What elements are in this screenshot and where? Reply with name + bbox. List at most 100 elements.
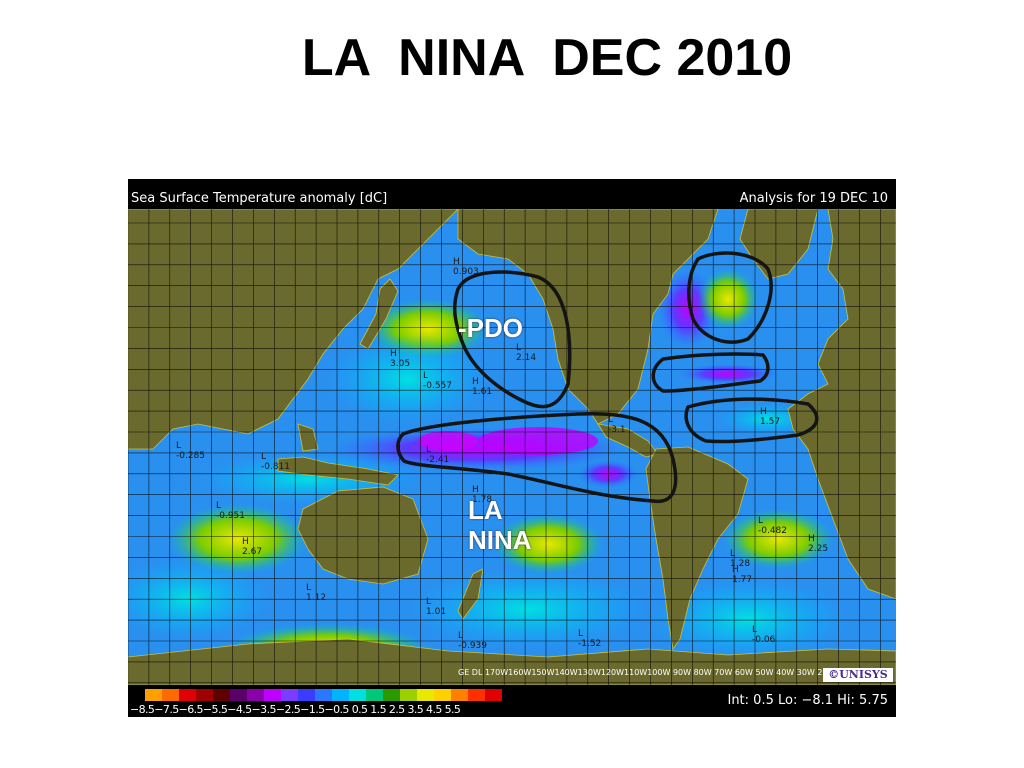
la-nina-label: LA NINA — [468, 495, 532, 555]
legend-swatch — [400, 689, 417, 701]
marker-value: -0.557 — [423, 381, 453, 391]
legend-swatch — [451, 689, 468, 701]
legend-swatch — [434, 689, 451, 701]
marker-value: 1.77 — [732, 575, 753, 585]
map-marker: L 1.01 — [426, 597, 446, 617]
legend-swatch — [179, 689, 196, 701]
legend-stats: Int: 0.5 Lo: −8.1 Hi: 5.75 — [727, 693, 888, 708]
map-marker: L -1.52 — [578, 629, 601, 649]
lat-lon-grid — [128, 209, 896, 685]
marker-type: L — [516, 343, 522, 353]
map-marker: L 1.28 — [730, 549, 750, 569]
marker-value: -0.285 — [176, 451, 206, 461]
map-marker: L -0.06 — [752, 625, 775, 645]
marker-value: 1.61 — [472, 387, 493, 397]
marker-type: H — [808, 534, 815, 544]
marker-value: -1.52 — [578, 639, 602, 649]
legend-swatch — [298, 689, 315, 701]
marker-value: 1.01 — [426, 607, 447, 617]
map-canvas — [128, 208, 896, 686]
legend-swatch — [145, 689, 162, 701]
map-marker: L -2.41 — [426, 445, 449, 465]
legend-swatch — [281, 689, 298, 701]
legend-swatch — [264, 689, 281, 701]
marker-type: L — [458, 631, 464, 641]
marker-type: L — [216, 501, 222, 511]
legend-swatch — [332, 689, 349, 701]
marker-type: L — [426, 597, 432, 607]
marker-type: L — [306, 583, 312, 593]
marker-type: L — [608, 415, 614, 425]
marker-value: 1.57 — [760, 417, 781, 427]
marker-value: -3.1 — [608, 425, 626, 435]
map-marker: H 1.57 — [760, 407, 780, 427]
color-legend: −8.5−7.5−6.5−5.5−4.5−3.5−2.5−1.5−0.5 0.5… — [128, 685, 896, 717]
marker-value: 2.67 — [242, 547, 263, 557]
marker-value: -0.06 — [752, 635, 776, 645]
map-marker: L 2.14 — [516, 343, 536, 363]
marker-type: L — [426, 445, 432, 455]
map-marker: H 0.903 — [453, 257, 479, 277]
marker-type: H — [390, 349, 397, 359]
map-marker: H 1.61 — [472, 377, 492, 397]
legend-tick-labels: −8.5−7.5−6.5−5.5−4.5−3.5−2.5−1.5−0.5 0.5… — [130, 703, 461, 716]
map-header: Sea Surface Temperature anomaly [dC] Ana… — [128, 179, 896, 209]
north-atlantic-outline-2 — [651, 352, 770, 393]
legend-color-bar — [145, 689, 502, 701]
legend-swatch — [230, 689, 247, 701]
marker-type: L — [261, 452, 267, 462]
marker-value: 1.12 — [306, 593, 327, 603]
map-title: Sea Surface Temperature anomaly [dC] — [131, 191, 388, 206]
map-marker: L -0.939 — [458, 631, 487, 651]
marker-type: H — [242, 537, 249, 547]
marker-type: L — [730, 549, 736, 559]
map-marker: H 2.67 — [242, 537, 262, 557]
analysis-date: Analysis for 19 DEC 10 — [739, 191, 888, 206]
marker-value: 1.78 — [472, 495, 493, 505]
map-marker: L 1.12 — [306, 583, 326, 603]
legend-swatch — [485, 689, 502, 701]
marker-value: 2.14 — [516, 353, 537, 363]
marker-value: 0.903 — [453, 267, 479, 277]
map-marker: L -0.285 — [176, 441, 205, 461]
map-marker: L -0.811 — [261, 452, 290, 472]
sst-anomaly-map: Sea Surface Temperature anomaly [dC] Ana… — [128, 179, 896, 717]
legend-swatch — [366, 689, 383, 701]
marker-type: L — [423, 371, 429, 381]
map-marker: H 1.77 — [732, 565, 752, 585]
legend-swatch — [417, 689, 434, 701]
map-marker: H 2.25 — [808, 534, 828, 554]
marker-type: L — [176, 441, 182, 451]
legend-swatch — [162, 689, 179, 701]
map-marker: H 3.05 — [390, 349, 410, 369]
marker-type: H — [453, 257, 460, 267]
legend-swatch — [349, 689, 366, 701]
unisys-logo: ©UNISYS — [823, 668, 893, 682]
marker-value: 1.28 — [730, 559, 751, 569]
legend-swatch — [315, 689, 332, 701]
la-nina-outline — [396, 411, 678, 504]
legend-swatch — [196, 689, 213, 701]
marker-value: -0.482 — [758, 526, 788, 536]
hand-drawn-outlines — [396, 251, 819, 504]
legend-swatch — [383, 689, 400, 701]
slide-title: LA NINA DEC 2010 — [301, 29, 793, 87]
marker-value: -2.41 — [426, 455, 450, 465]
longitude-labels: GE DL 170W160W150W140W130W120W110W100W 9… — [458, 668, 857, 677]
map-marker: L -3.1 — [608, 415, 626, 435]
legend-swatch — [468, 689, 485, 701]
marker-value: -0.951 — [216, 511, 246, 521]
north-atlantic-outline-1 — [687, 251, 773, 344]
marker-value: -0.811 — [261, 462, 291, 472]
map-marker: L -0.482 — [758, 516, 787, 536]
marker-type: L — [578, 629, 584, 639]
marker-type: H — [472, 485, 479, 495]
pdo-outline — [452, 270, 572, 409]
pdo-label: -PDO — [458, 313, 523, 343]
marker-value: -0.939 — [458, 641, 488, 651]
marker-type: H — [472, 377, 479, 387]
map-marker: L -0.557 — [423, 371, 452, 391]
map-marker: L -0.951 — [216, 501, 245, 521]
marker-type: L — [758, 516, 764, 526]
marker-type: H — [760, 407, 767, 417]
